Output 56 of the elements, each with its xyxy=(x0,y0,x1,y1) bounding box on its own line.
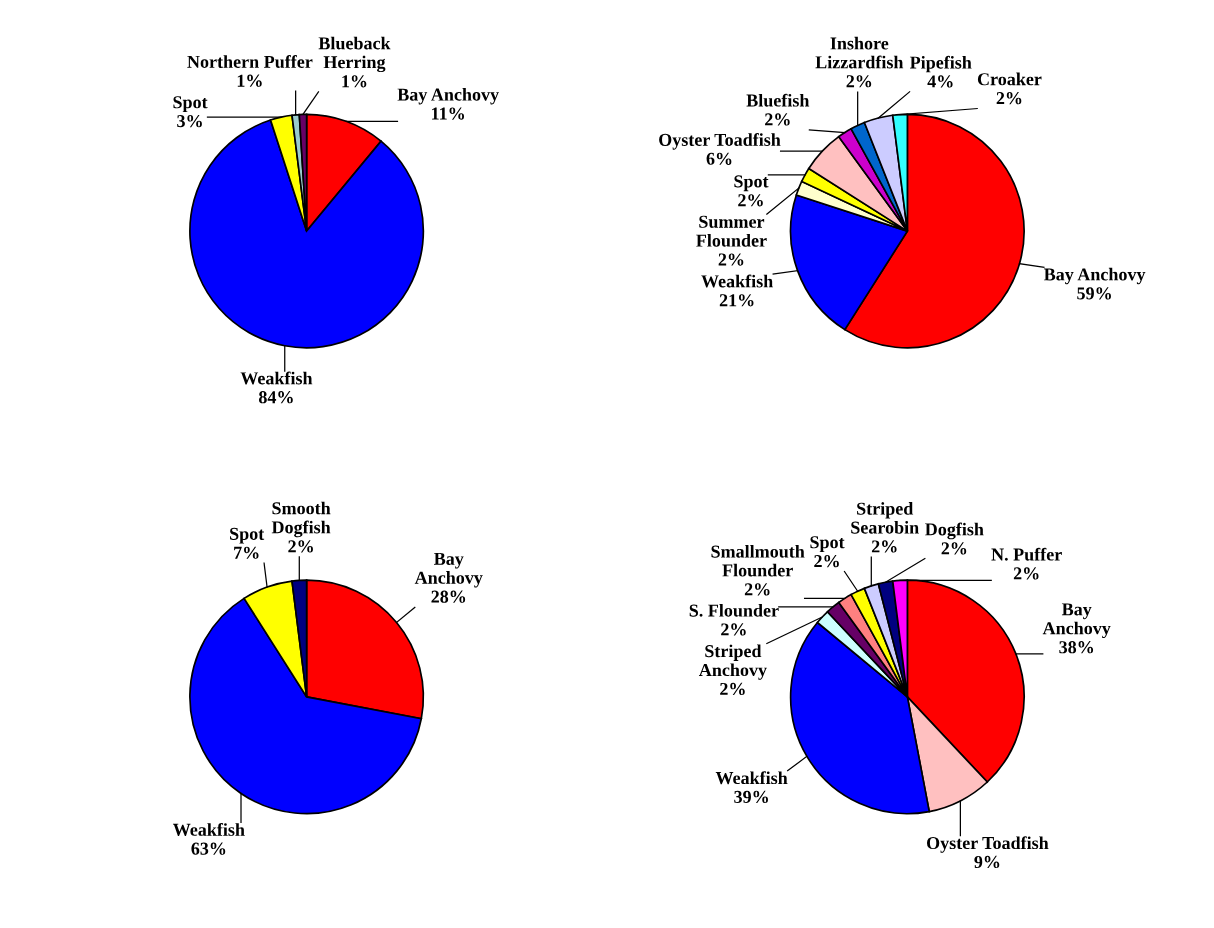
data-label: 2% xyxy=(721,623,746,636)
data-label: 2% xyxy=(996,92,1022,105)
legend-label: S. Flounder xyxy=(689,603,779,617)
slice-label: Spot xyxy=(810,536,845,552)
slice-label: Spot xyxy=(173,96,208,112)
data-label: 2% xyxy=(744,583,770,596)
slice-label: Spot xyxy=(230,527,265,544)
data-label: 38% xyxy=(1059,641,1094,654)
slice-label: Smooth Dogfish xyxy=(271,501,331,538)
slice-label: Weakfish xyxy=(172,822,245,836)
data-label: 63% xyxy=(191,842,226,855)
slice-label: Striped Anchovy xyxy=(698,644,767,680)
slice-label: Weakfish xyxy=(715,771,788,785)
slice-label: Summer Flounder xyxy=(696,215,767,247)
slice-label: Inshore Lizzardfish xyxy=(815,36,904,69)
slice-label: Croaker xyxy=(977,72,1042,86)
data-label: 1% xyxy=(237,74,262,87)
slice-label: Bluefish xyxy=(746,93,810,107)
slice-label: Weakfish xyxy=(240,371,313,385)
slice-label: Smallmouth Flounder xyxy=(711,544,805,577)
slice-label: Bay Anchovy xyxy=(1043,267,1146,285)
slice-label: Northern Puffer xyxy=(187,55,313,68)
data-label: 28% xyxy=(431,590,466,603)
data-label: 11% xyxy=(432,107,465,120)
data-label: 2% xyxy=(941,542,967,555)
data-label: 59% xyxy=(1077,287,1111,300)
data-label: 2% xyxy=(718,253,744,266)
slice-label: Bay Anchovy xyxy=(1042,603,1111,639)
data-label: 39% xyxy=(734,790,768,804)
slice-label: Bay Anchovy xyxy=(397,87,499,105)
data-label: 3% xyxy=(177,115,202,128)
data-label: 6% xyxy=(706,152,732,165)
slice-label: Dogfish xyxy=(925,522,984,540)
data-label: 2% xyxy=(738,194,763,207)
slice-label: N. Puffer xyxy=(991,547,1062,561)
data-label: 21% xyxy=(719,294,754,307)
data-label: 9% xyxy=(974,855,1000,869)
slice-label: Bay Anchovy xyxy=(414,552,483,588)
data-label: 7% xyxy=(234,546,259,559)
slice-label: Pipefish xyxy=(909,55,972,73)
data-label: 2% xyxy=(720,682,745,696)
data-label: 2% xyxy=(846,75,872,88)
data-label: 2% xyxy=(765,113,790,126)
data-label: 2% xyxy=(814,555,839,568)
data-label: 2% xyxy=(871,540,897,553)
slice-label: Spot xyxy=(734,175,769,192)
data-label: 1% xyxy=(342,75,367,88)
data-label: 84% xyxy=(258,391,293,404)
slice-label: Oyster Toadfish xyxy=(926,836,1049,853)
data-label: 2% xyxy=(288,540,313,553)
slice-label: Striped Searobin xyxy=(851,502,919,534)
slice-label: Weakfish xyxy=(701,274,773,288)
data-label: 2% xyxy=(1013,567,1039,580)
data-label: 4% xyxy=(927,75,953,88)
slice-label: Blueback Herring xyxy=(318,36,391,73)
slice-label: Oyster Toadfish xyxy=(659,133,781,150)
